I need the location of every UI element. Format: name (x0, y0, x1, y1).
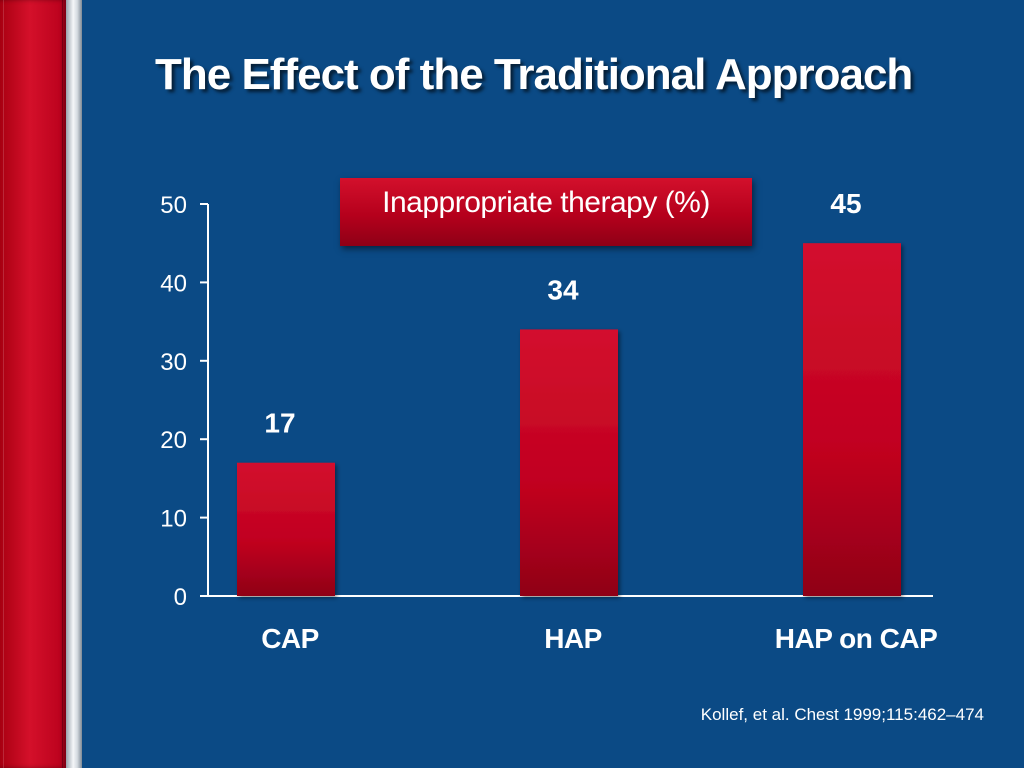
y-tick-label: 0 (174, 584, 187, 611)
y-tick-label: 10 (160, 506, 187, 533)
left-decorative-stripe (66, 0, 82, 768)
left-decorative-band (0, 0, 66, 768)
slide-title: The Effect of the Traditional Approach (155, 50, 913, 99)
legend-label: Inappropriate therapy (%) (382, 186, 710, 219)
x-category-label: HAP (544, 623, 602, 654)
bar (520, 329, 618, 596)
x-category-label: CAP (261, 623, 319, 654)
bar-data-label: 45 (830, 188, 861, 219)
source-citation: Kollef, et al. Chest 1999;115:462–474 (700, 705, 984, 724)
bar-data-label: 17 (264, 408, 295, 439)
bar-data-label: 34 (547, 274, 579, 305)
y-tick-label: 40 (160, 270, 187, 297)
y-tick-label: 20 (160, 427, 187, 454)
y-tick-label: 30 (160, 349, 187, 376)
legend-box: Inappropriate therapy (%) (340, 178, 752, 246)
y-tick-label: 50 (160, 192, 187, 219)
x-category-label: HAP on CAP (775, 623, 938, 654)
bar (237, 462, 335, 596)
bar (803, 243, 901, 596)
